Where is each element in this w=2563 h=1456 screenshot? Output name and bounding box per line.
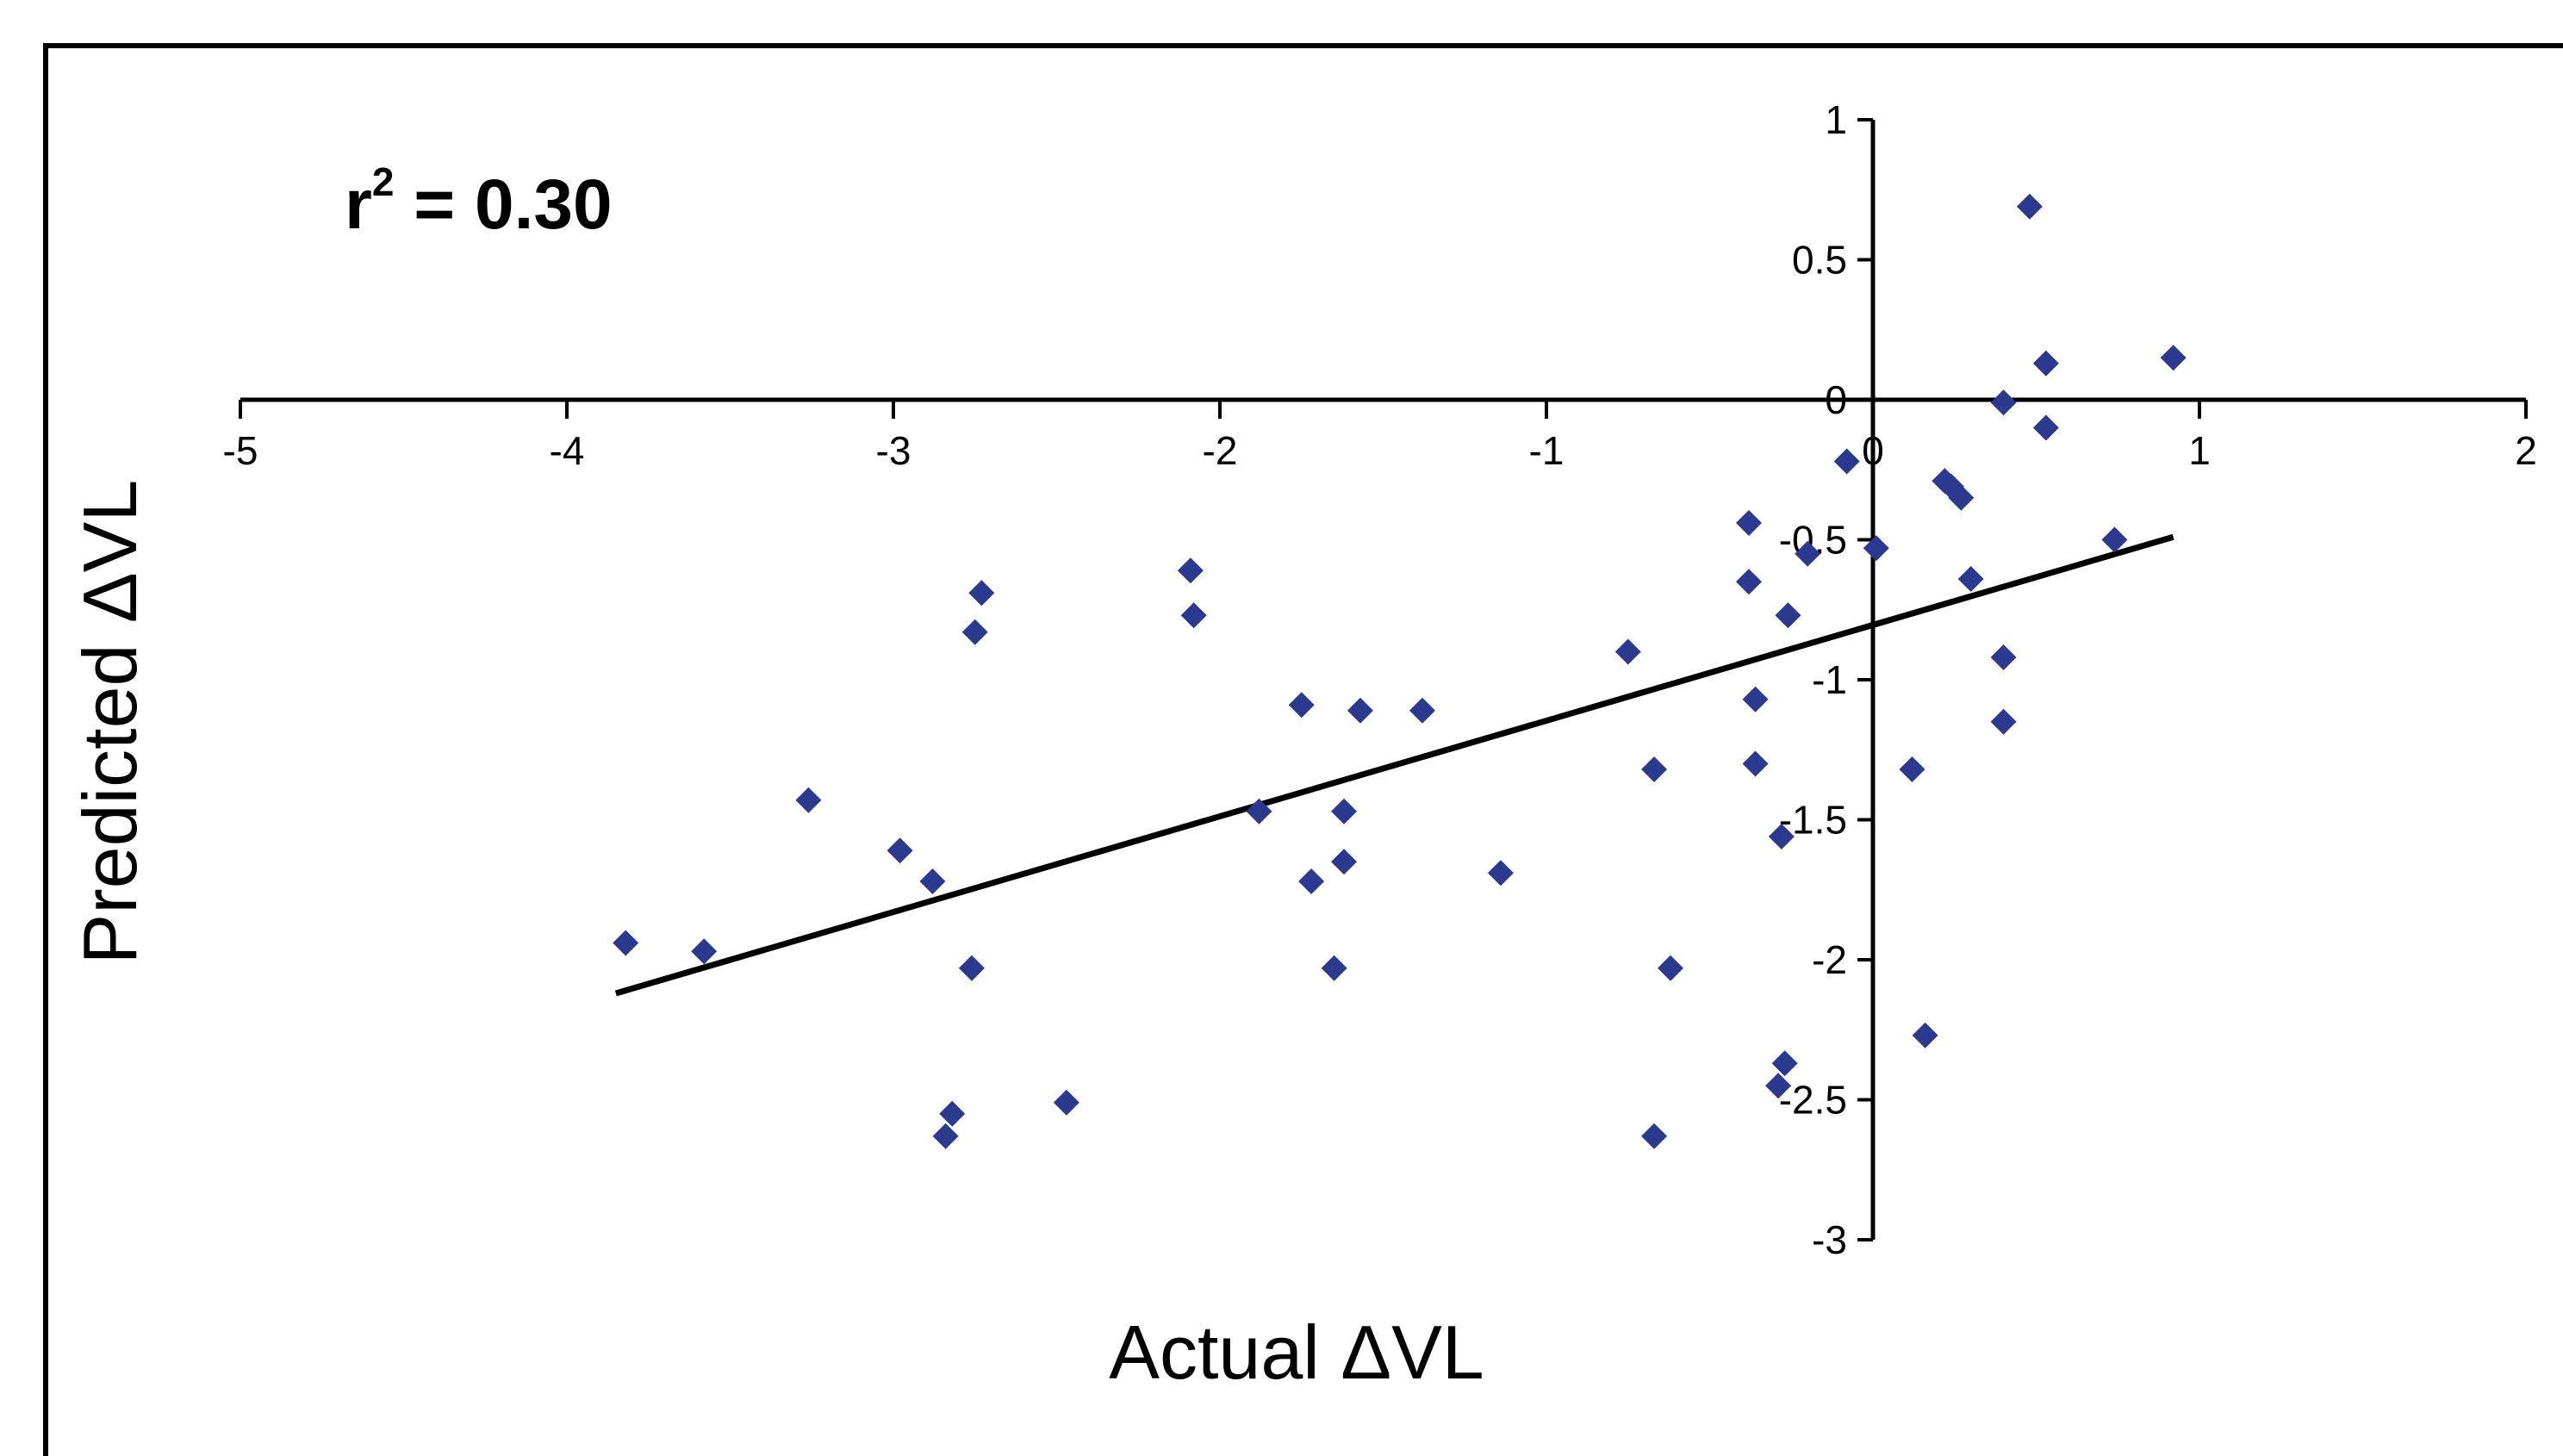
data-point	[1180, 602, 1207, 629]
x-axis-title: Actual ΔVL	[1109, 1310, 1484, 1395]
data-point	[795, 787, 822, 813]
data-point	[1641, 1123, 1668, 1149]
data-point	[1641, 756, 1668, 782]
x-tick-label: -2	[1203, 428, 1238, 473]
x-tick-label: 1	[2188, 428, 2211, 473]
data-point	[1347, 697, 1373, 724]
data-point	[1863, 535, 1889, 562]
data-point	[919, 868, 946, 894]
data-point	[613, 930, 639, 956]
data-point	[691, 938, 718, 965]
y-tick-label: 0.5	[1792, 238, 1847, 283]
data-point	[1742, 750, 1769, 777]
axes	[240, 120, 2526, 1240]
data-point	[1331, 849, 1358, 875]
data-point	[2032, 414, 2059, 441]
x-ticks: -5 -4 -3 -2 -1 0 1 2	[223, 400, 2537, 473]
data-point	[961, 619, 988, 645]
data-point	[1614, 638, 1641, 665]
y-axis-title: Predicted ΔVL	[67, 480, 152, 965]
data-point	[1246, 798, 1272, 824]
x-tick-label: -3	[876, 428, 911, 473]
y-tick-label: -1	[1812, 657, 1847, 702]
data-point	[1765, 1073, 1792, 1099]
y-tick-label: 1	[1825, 97, 1847, 142]
x-tick-label: -1	[1529, 428, 1565, 473]
data-point	[1288, 692, 1315, 719]
data-point	[1990, 644, 2017, 670]
chart-frame	[43, 43, 2563, 1456]
data-point	[2032, 350, 2059, 376]
y-tick-label: -2	[1812, 937, 1847, 982]
data-point	[1768, 824, 1795, 849]
data-point	[2016, 193, 2043, 220]
r-squared-annotation: r2 = 0.30	[345, 159, 613, 244]
data-point	[1053, 1089, 1079, 1116]
trendline	[614, 533, 2174, 997]
data-point	[1957, 566, 1984, 592]
scatter-chart: -5 -4 -3 -2 -1 0 1 2 10.50-0.5-1-1.5-2-2.5-3 r2…	[67, 97, 2537, 1395]
x-tick-label: 2	[2515, 428, 2537, 473]
x-tick-label: -5	[223, 428, 258, 473]
x-tick-label: -4	[550, 428, 585, 473]
data-point	[1735, 569, 1762, 595]
data-point	[1775, 602, 1801, 629]
data-point	[1177, 557, 1204, 584]
data-point	[1899, 756, 1925, 782]
x-tick-label: 0	[1862, 428, 1884, 473]
data-point	[1833, 448, 1860, 475]
data-point	[1331, 798, 1358, 824]
data-point	[958, 955, 985, 981]
data-point	[1298, 868, 1325, 894]
data-points	[613, 193, 2187, 1149]
data-point	[1321, 955, 1347, 981]
data-point	[1487, 860, 1514, 887]
data-point	[886, 837, 913, 864]
y-ticks: 10.50-0.5-1-1.5-2-2.5-3	[1779, 97, 1873, 1262]
data-point	[1795, 540, 1821, 567]
data-point	[968, 580, 995, 607]
data-point	[2101, 526, 2128, 553]
y-tick-label: 0	[1825, 377, 1847, 422]
data-point	[1771, 1050, 1798, 1077]
data-point	[2160, 345, 2187, 371]
y-tick-label: -3	[1812, 1217, 1847, 1262]
data-point	[1742, 686, 1769, 712]
data-point	[1735, 510, 1762, 536]
data-point	[1912, 1022, 1938, 1048]
data-point	[1990, 708, 2017, 735]
data-point	[1990, 389, 2017, 416]
data-point	[939, 1100, 966, 1127]
data-point	[932, 1123, 959, 1149]
data-point	[1409, 697, 1435, 724]
data-point	[1658, 955, 1684, 981]
data-point	[1948, 484, 1975, 511]
